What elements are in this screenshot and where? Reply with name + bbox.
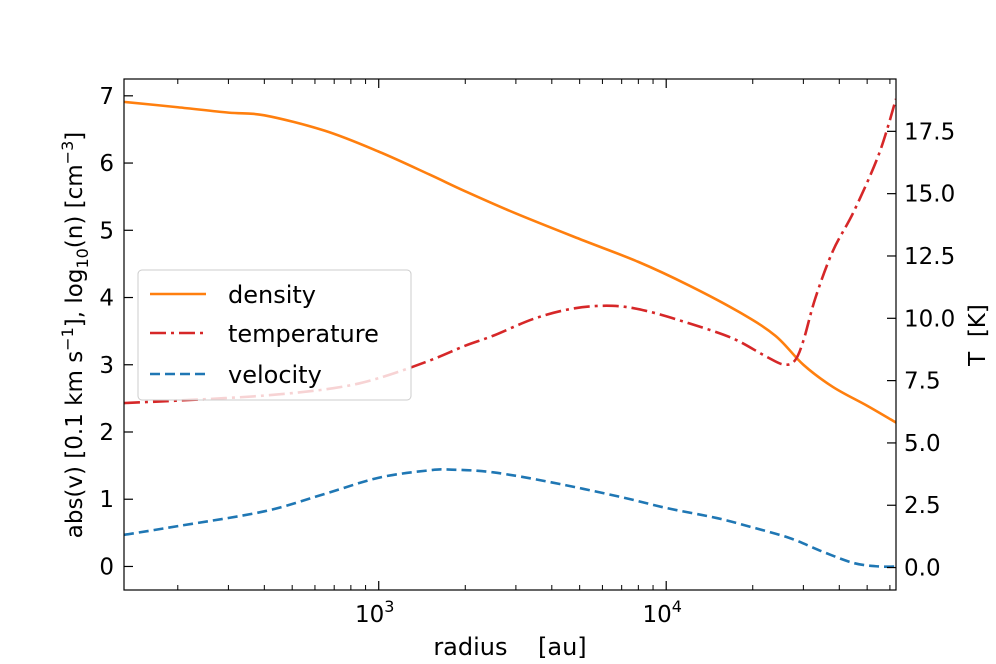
legend-label-velocity: velocity [228, 361, 322, 389]
y-left-tick-label: 3 [99, 353, 114, 379]
y-right-tick-label: 2.5 [904, 493, 941, 519]
x-tick-label-exp: 3 [384, 597, 394, 616]
x-tick-label-base: 10 [642, 602, 671, 628]
y-right-tick-label: 17.5 [904, 119, 955, 145]
y-axis-label-left: abs(v) [0.1 km s−1], log10(n) [cm−3] [58, 132, 92, 539]
y-right-tick-label: 0.0 [904, 556, 941, 582]
series-line-density [124, 100, 896, 424]
y-left-tick-label: 2 [99, 420, 114, 446]
x-tick-label: 103 [355, 597, 394, 628]
legend-box [137, 269, 412, 401]
x-tick-label-base: 10 [355, 602, 384, 628]
y-left-tick-label: 4 [99, 286, 114, 312]
y-right-tick-label: 15.0 [904, 182, 955, 208]
y-left-tick-label: 7 [99, 84, 114, 110]
series-layer [124, 98, 896, 569]
legend: density temperature velocity [137, 269, 412, 401]
y-right-tick-label: 5.0 [904, 431, 941, 457]
x-tick-label: 104 [642, 597, 681, 628]
plot-frame [123, 78, 897, 591]
y-axis-label-right: T [K] [965, 304, 991, 367]
tick-layer: 103 104012345670.02.55.07.510.012.515.017… [99, 79, 955, 628]
y-right-tick-label: 10.0 [904, 306, 955, 332]
legend-label-temperature: temperature [228, 320, 379, 348]
y-left-tick-label: 0 [99, 554, 114, 580]
series-line-temperature [124, 98, 896, 405]
series-line-velocity [124, 468, 896, 569]
y-left-tick-label: 1 [99, 487, 114, 513]
x-axis-label: radius [au] [433, 633, 586, 661]
y-right-tick-label: 12.5 [904, 244, 955, 270]
x-tick-label-exp: 4 [672, 597, 682, 616]
y-right-tick-label: 7.5 [904, 369, 941, 395]
legend-label-density: density [228, 281, 316, 309]
y-left-tick-label: 6 [99, 151, 114, 177]
y-left-tick-label: 5 [99, 218, 114, 244]
